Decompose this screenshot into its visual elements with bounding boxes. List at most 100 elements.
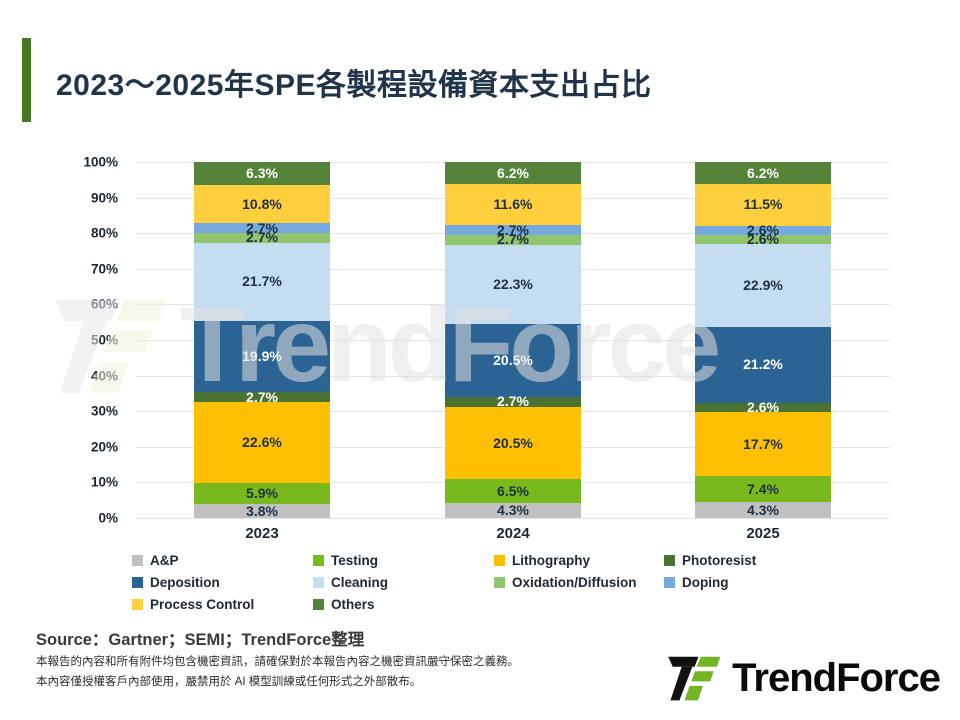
y-axis-tick-label: 0%: [98, 510, 118, 526]
bar-segment-value: 10.8%: [242, 195, 282, 212]
bar-segment-value: 6.3%: [246, 164, 278, 181]
legend-label: Doping: [682, 575, 729, 590]
legend-item-testing: Testing: [313, 552, 494, 569]
bar-segment-value: 7.4%: [747, 480, 779, 497]
y-axis-tick-label: 10%: [90, 474, 118, 490]
bar-segment-value: 4.3%: [497, 501, 529, 518]
bar-segment-value: 6.2%: [747, 164, 779, 181]
bar-segment-lithography: 20.5%: [445, 406, 581, 480]
bar-segment-doping: 2.7%: [445, 221, 581, 238]
bar-segment-value: 2.6%: [747, 231, 779, 248]
x-axis-label-2024: 2024: [496, 525, 530, 542]
bar-segment-value: 21.7%: [242, 273, 282, 290]
legend-label: Process Control: [150, 597, 255, 612]
bar-segment-value: 17.7%: [743, 435, 783, 452]
stacked-bar-2025: 6.2% 11.5% 2.6% 2.6% 22.9% 21.2% 2.6% 17.7% 7.4%…: [695, 162, 831, 518]
bar-segment-photoresist: 2.6%: [695, 400, 831, 414]
bar-segment-cleaning: 21.7%: [194, 242, 330, 321]
bar-segment-value: 22.6%: [242, 434, 282, 450]
bar-segment-value: 22.3%: [493, 275, 533, 292]
legend-label: Photoresist: [682, 553, 757, 568]
stacked-bar-2024: 6.2% 11.6% 2.7% 2.7% 22.3% 20.5% 2.7% 20.5% 6.5%…: [445, 162, 581, 518]
legend-item-deposition: Deposition: [132, 574, 313, 591]
trendforce-logo: TrendForce: [666, 652, 941, 704]
y-axis-tick-label: 50%: [90, 332, 118, 348]
bar-segment-deposition: 21.2%: [695, 326, 831, 403]
legend-swatch: [132, 577, 143, 588]
stacked-bar-2023: 6.3% 10.8% 2.7% 2.7% 21.7% 19.9% 2.7% 22.6% 5.9%…: [194, 162, 330, 518]
legend-item-oxidation-diffusion: Oxidation/Diffusion: [494, 574, 664, 591]
bar-segment-oxidation-diffusion: 2.6%: [695, 231, 831, 248]
legend-item-others: Others: [313, 596, 494, 613]
bar-segment-others: 6.2%: [445, 162, 581, 185]
legend-label: Testing: [331, 553, 378, 568]
disclaimer-line-1: 本報告的內容和所有附件均包含機密資訊，請確保對於本報告內容之機密資訊嚴守保密之義…: [36, 656, 519, 668]
legend-swatch: [664, 577, 675, 588]
bar-segment-a-p: 3.8%: [194, 504, 330, 518]
bar-segment-value: 2.7%: [497, 393, 529, 410]
bar-segment-testing: 6.5%: [445, 479, 581, 503]
bar-segment-value: 6.5%: [497, 482, 529, 499]
bar-segment-value: 22.9%: [743, 276, 783, 293]
bar-segment-cleaning: 22.9%: [695, 244, 831, 327]
legend-swatch: [132, 555, 143, 566]
y-axis-tick-label: 90%: [90, 190, 118, 206]
bar-segment-value: 19.9%: [242, 347, 282, 364]
legend-item-lithography: Lithography: [494, 552, 664, 569]
bar-segment-value: 11.5%: [743, 196, 783, 213]
y-axis-tick-label: 80%: [90, 225, 118, 241]
bar-segment-process-control: 11.5%: [695, 184, 831, 226]
title-accent-bar: [22, 38, 31, 122]
legend-item-photoresist: Photoresist: [664, 552, 756, 569]
disclaimer-line-2: 本內容僅授權客戶內部使用，嚴禁用於 AI 模型訓練或任何形式之外部散布。: [36, 675, 422, 688]
y-axis-tick-label: 70%: [90, 261, 118, 277]
y-axis-tick-label: 60%: [90, 296, 118, 312]
bar-segment-value: 11.6%: [493, 196, 533, 213]
bar-segment-value: 2.7%: [497, 231, 529, 248]
bar-segment-a-p: 4.3%: [445, 501, 581, 518]
x-axis-label-2025: 2025: [746, 525, 780, 542]
legend-swatch: [313, 599, 324, 610]
y-axis-tick-label: 30%: [90, 403, 118, 419]
plot-area: 6.3% 10.8% 2.7% 2.7% 21.7% 19.9% 2.7% 22.6% 5.9%…: [136, 162, 890, 542]
legend-item-process-control: Process Control: [132, 596, 313, 613]
bar-segment-value: 3.8%: [246, 502, 278, 519]
chart-legend: A&P Testing Lithography Photoresist Depositi…: [132, 552, 756, 613]
bar-segment-oxidation-diffusion: 2.7%: [445, 231, 581, 248]
bar-segment-value: 2.7%: [497, 221, 529, 238]
bar-segment-value: 2.7%: [246, 388, 278, 405]
y-axis-tick-label: 20%: [90, 439, 118, 455]
bar-segment-testing: 5.9%: [194, 483, 330, 505]
bar-segment-others: 6.3%: [194, 162, 330, 185]
legend-label: Cleaning: [331, 575, 389, 590]
legend-label: Oxidation/Diffusion: [512, 575, 637, 590]
bar-segment-a-p: 4.3%: [695, 501, 831, 518]
bar-segment-doping: 2.6%: [695, 223, 831, 237]
legend-label: A&P: [150, 553, 179, 568]
trendforce-logo-icon: [668, 656, 721, 701]
legend-item-cleaning: Cleaning: [313, 574, 494, 591]
trendforce-logo-text: TrendForce: [732, 655, 941, 700]
source-text: Source：Gartner；SEMI；TrendForce整理: [36, 631, 365, 649]
legend-swatch: [494, 577, 505, 588]
bar-segment-deposition: 19.9%: [194, 320, 330, 393]
y-axis-tick-label: 40%: [90, 368, 118, 384]
bar-segment-photoresist: 2.7%: [194, 388, 330, 405]
gridline: [136, 518, 890, 519]
bar-segment-value: 21.2%: [743, 356, 783, 373]
legend-item-doping: Doping: [664, 574, 756, 591]
bar-segment-process-control: 10.8%: [194, 184, 330, 224]
bar-segment-doping: 2.7%: [194, 219, 330, 236]
bar-segment-testing: 7.4%: [695, 475, 831, 503]
y-axis-tick-label: 100%: [83, 154, 118, 170]
bar-segment-cleaning: 22.3%: [445, 244, 581, 324]
page-title: 2023～2025年SPE各製程設備資本支出占比: [56, 69, 652, 102]
bar-segment-value: 2.7%: [246, 229, 278, 246]
disclaimer: 本報告的內容和所有附件均包含機密資訊，請確保對於本報告內容之機密資訊嚴守保密之義…: [36, 653, 519, 692]
bar-segment-value: 2.7%: [246, 219, 278, 236]
bar-segment-lithography: 22.6%: [194, 401, 330, 484]
legend-swatch: [313, 555, 324, 566]
x-axis-label-2023: 2023: [245, 525, 279, 542]
bar-segment-value: 4.3%: [747, 501, 779, 518]
